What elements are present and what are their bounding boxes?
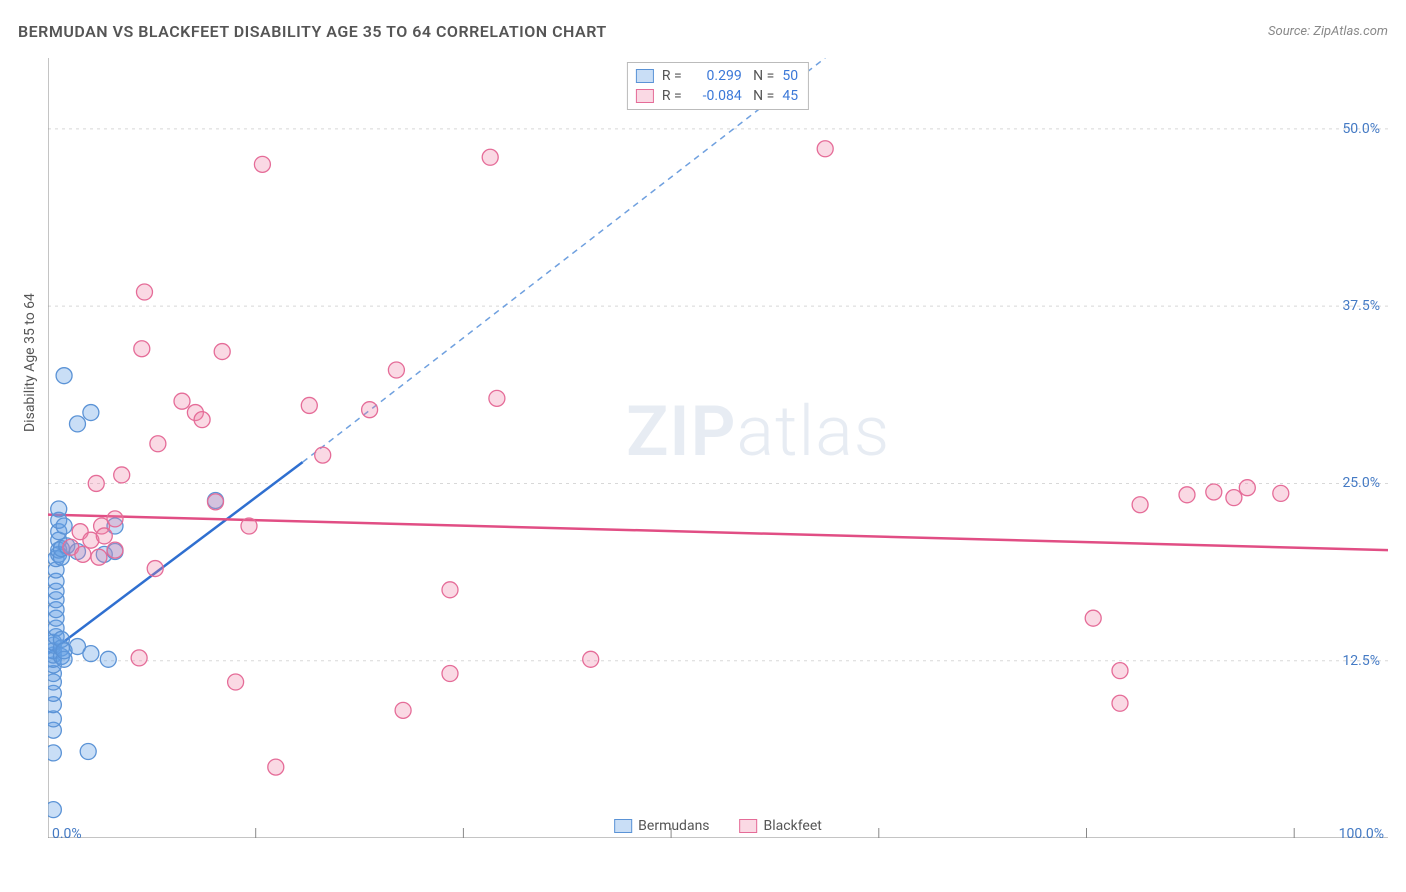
legend-r-label: R =	[662, 86, 682, 106]
legend-swatch	[740, 819, 758, 833]
x-tick-label: 100.0%	[1339, 826, 1384, 842]
series-legend-label: Blackfeet	[764, 818, 822, 834]
series-legend-label: Bermudans	[638, 818, 709, 834]
legend-n-value: 45	[782, 86, 798, 106]
corr-legend-row: R = 0.299 N = 50	[636, 66, 798, 86]
y-tick-label: 37.5%	[1342, 298, 1380, 314]
legend-r-value: -0.084	[690, 86, 742, 106]
x-tick-label: 0.0%	[52, 826, 82, 842]
correlation-legend: R = 0.299 N = 50 R = -0.084 N = 45	[627, 62, 809, 110]
series-legend: Bermudans Blackfeet	[614, 818, 822, 834]
series-legend-item: Bermudans	[614, 818, 709, 834]
series-legend-item: Blackfeet	[740, 818, 822, 834]
corr-legend-row: R = -0.084 N = 45	[636, 86, 798, 106]
legend-n-label: N =	[750, 86, 775, 106]
chart-title: BERMUDAN VS BLACKFEET DISABILITY AGE 35 …	[18, 22, 607, 41]
y-tick-label: 25.0%	[1342, 475, 1380, 491]
chart-source: Source: ZipAtlas.com	[1268, 24, 1388, 39]
legend-n-value: 50	[782, 66, 798, 86]
chart-header: BERMUDAN VS BLACKFEET DISABILITY AGE 35 …	[18, 22, 1388, 41]
legend-r-value: 0.299	[690, 66, 742, 86]
legend-swatch	[636, 69, 654, 83]
legend-swatch	[636, 89, 654, 103]
y-tick-label: 50.0%	[1342, 121, 1380, 137]
legend-swatch	[614, 819, 632, 833]
y-tick-label: 12.5%	[1342, 653, 1380, 669]
legend-n-label: N =	[750, 66, 775, 86]
scatter-svg	[48, 58, 1388, 838]
y-axis-label: Disability Age 35 to 64	[22, 293, 38, 432]
plot-area: R = 0.299 N = 50 R = -0.084 N = 45 ZIPat…	[48, 58, 1388, 838]
legend-r-label: R =	[662, 66, 682, 86]
